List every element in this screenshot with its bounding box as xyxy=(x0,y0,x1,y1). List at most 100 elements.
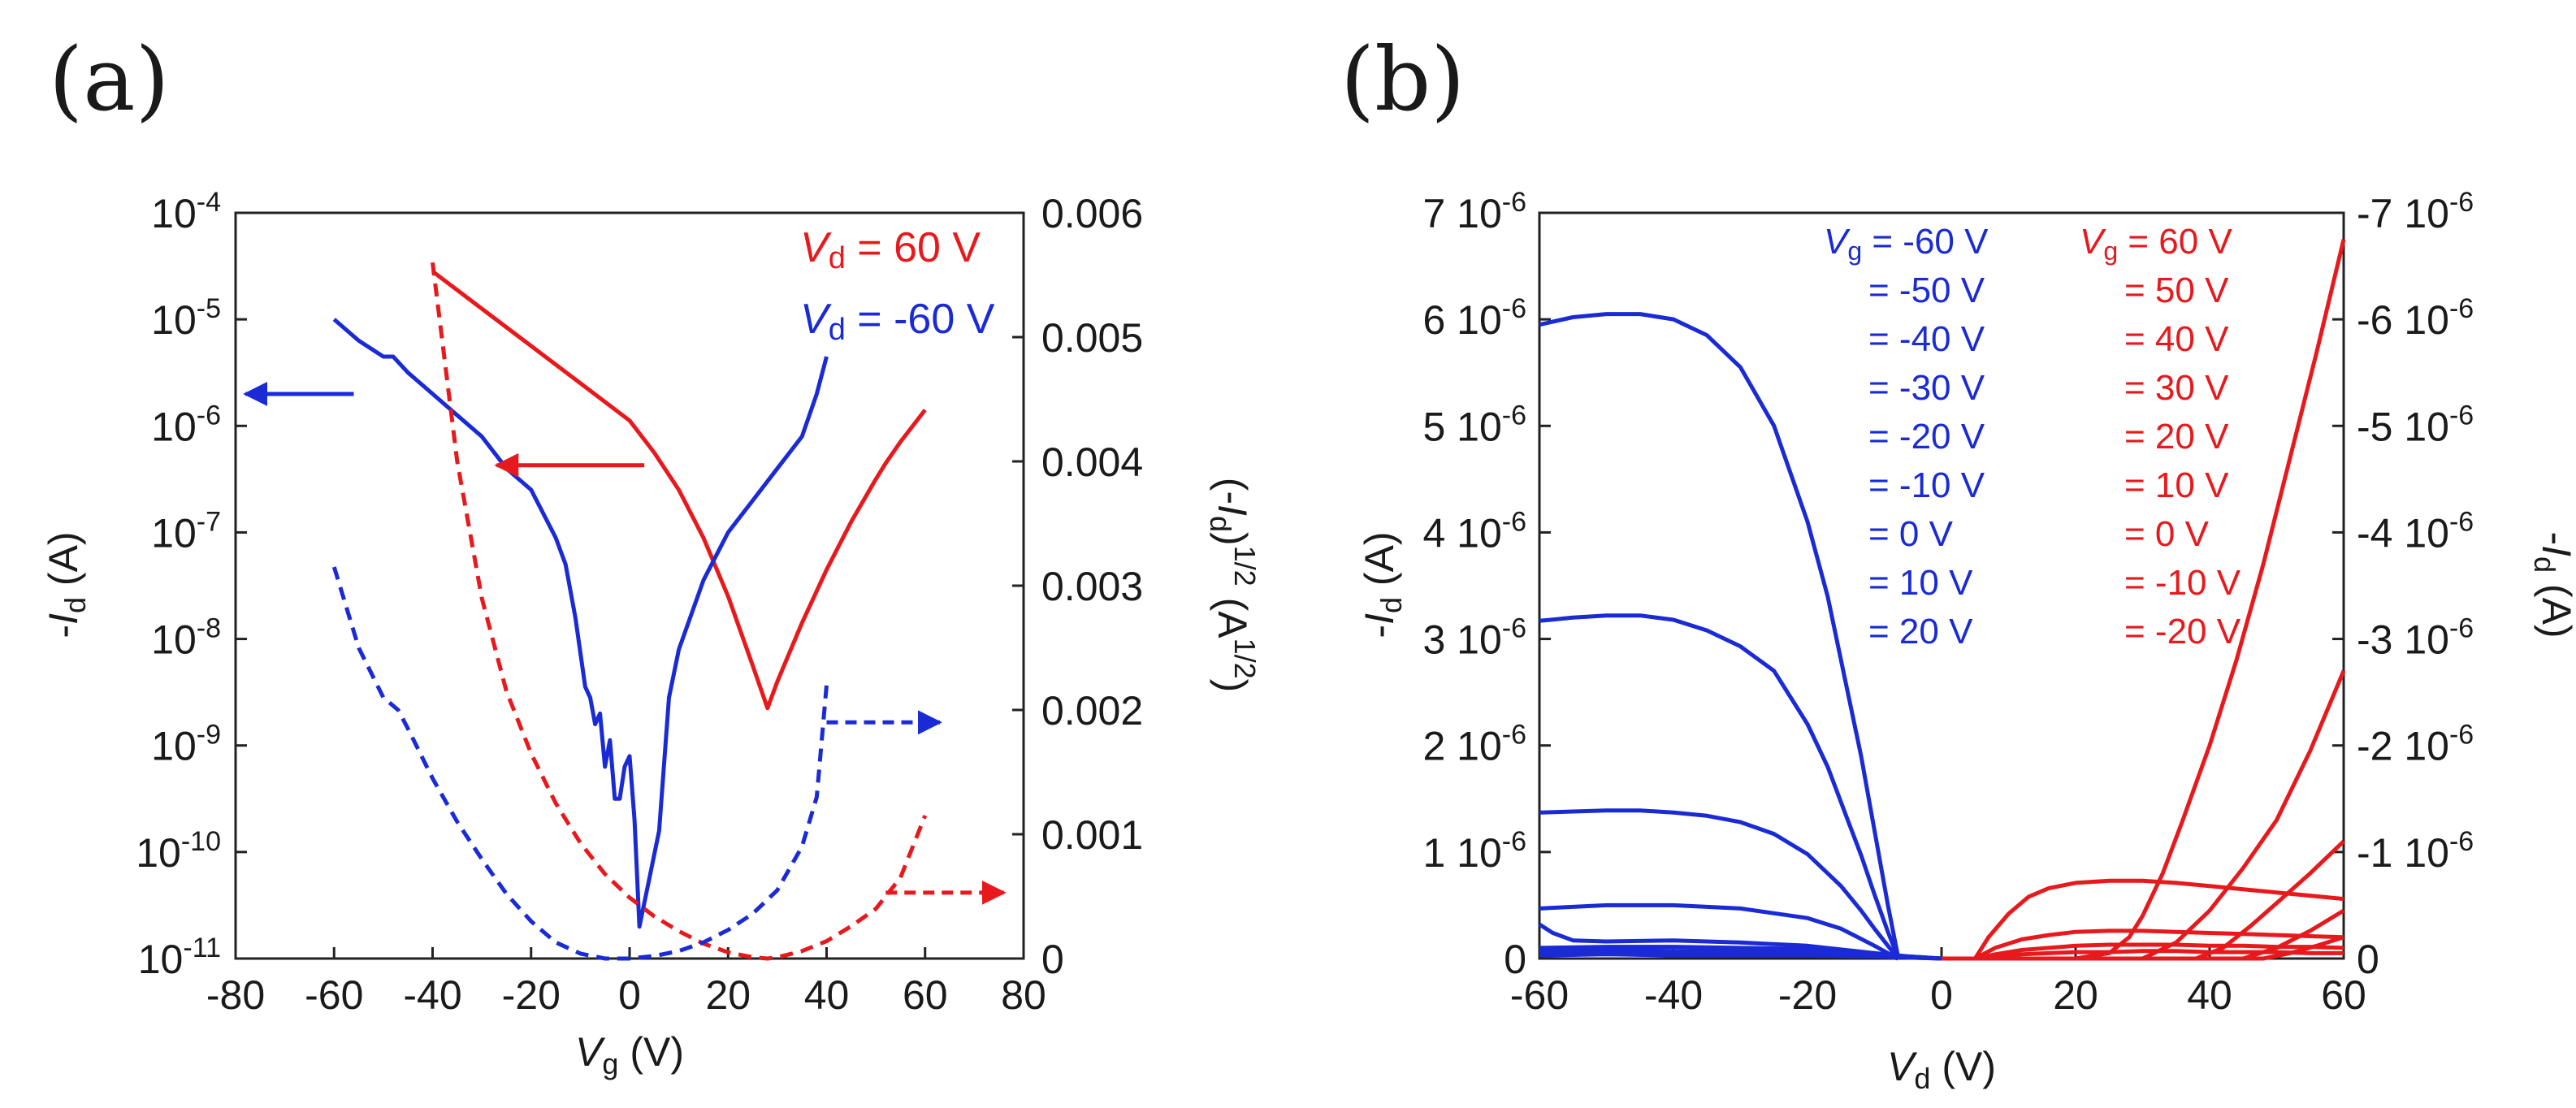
y-right-tick-label: 0 xyxy=(1041,937,1064,982)
output-curve xyxy=(1942,839,2345,961)
legend-entry: = 10 V xyxy=(2124,465,2229,505)
legend-entry: = 0 V xyxy=(2124,514,2210,554)
output-curve xyxy=(1973,878,2344,960)
y-right-tick-label: -1 10-6 xyxy=(2357,826,2474,876)
y-left-tick-label: 10-6 xyxy=(151,400,221,449)
panel-a-legend-vd-minus-60: Vd = -60 V xyxy=(800,296,995,347)
legend-entry: = 20 V xyxy=(1868,612,1973,651)
panel-a-y-left-ticks: 10-4 10-5 10-6 10-7 10-8 10-9 10-10 10-11 xyxy=(136,187,247,982)
panel-a-chart: -80 -60 -40 -20 0 20 40 60 80 10-410-510-610-710… xyxy=(41,187,1262,1080)
legend-entry: = -50 V xyxy=(1868,271,1985,310)
x-tick-label: -80 xyxy=(206,972,265,1018)
output-curve xyxy=(1974,928,2344,961)
legend-entry: = 50 V xyxy=(2124,271,2229,310)
x-tick-label: 80 xyxy=(1001,972,1046,1018)
panel-b-label: (b) xyxy=(1340,29,1465,131)
y-right-tick-label: -4 10-6 xyxy=(2357,506,2474,556)
panel-a-y-right-label: (-Id)1/2 (A1/2) xyxy=(1204,478,1262,693)
legend-entry: = 30 V xyxy=(2124,368,2229,408)
series-line xyxy=(431,262,928,961)
panel-b-x-ticks: -60 -40 -20 0 20 40 60 xyxy=(1510,947,2366,1018)
y-right-tick-label: -3 10-6 xyxy=(2357,613,2474,663)
x-tick-label: -20 xyxy=(1778,972,1837,1018)
x-tick-label: 0 xyxy=(1930,972,1953,1018)
legend-entry: = -20 V xyxy=(2124,612,2241,651)
legend-entry: = -30 V xyxy=(1868,368,1985,408)
output-curve xyxy=(1539,952,1942,961)
y-left-tick-label: 10-4 xyxy=(151,187,221,236)
y-left-tick-label: 10-11 xyxy=(138,933,221,982)
y-right-tick-label: -2 10-6 xyxy=(2357,720,2474,769)
output-curve xyxy=(1539,312,1900,957)
output-curve xyxy=(1539,808,1900,960)
panel-b-series xyxy=(1538,239,2346,961)
y-left-tick-label: 5 10-6 xyxy=(1422,400,1526,449)
x-tick-label: 60 xyxy=(2321,972,2366,1018)
x-tick-label: 0 xyxy=(618,972,641,1018)
x-tick-label: -60 xyxy=(305,972,363,1018)
panel-b-y-right-label: -Id (A) xyxy=(2528,531,2576,638)
y-left-tick-label: 0 xyxy=(1504,937,1526,982)
y-right-tick-label: -5 10-6 xyxy=(2357,400,2474,449)
panel-a-legend-vd-60: Vd = 60 V xyxy=(800,224,981,275)
y-right-tick-label: 0.004 xyxy=(1041,439,1143,485)
x-tick-label: -40 xyxy=(403,972,461,1018)
y-right-tick-label: 0.005 xyxy=(1041,315,1143,361)
panel-b-y-left-ticks: 7 10-6 6 10-6 5 10-6 4 10-6 3 10-6 2 10-6 1 10… xyxy=(1422,187,1551,982)
series-line xyxy=(332,318,829,929)
x-tick-label: 20 xyxy=(705,972,751,1018)
y-left-tick-label: 4 10-6 xyxy=(1422,506,1526,556)
y-left-tick-label: 6 10-6 xyxy=(1422,293,1526,343)
x-tick-label: 20 xyxy=(2053,972,2098,1018)
panel-b-legend-red-first: Vg = 60 V xyxy=(2080,222,2232,266)
panel-b-legend-blue: = -50 V = -40 V = -30 V = -20 V = -10 V = 0 V… xyxy=(1868,271,1985,651)
series-line xyxy=(331,566,829,961)
y-right-tick-label: 0.001 xyxy=(1041,812,1143,858)
y-right-tick-label: 0.003 xyxy=(1041,564,1143,609)
y-left-tick-label: 3 10-6 xyxy=(1422,613,1526,663)
legend-entry: = -10 V xyxy=(1868,465,1985,505)
y-left-tick-label: 10-9 xyxy=(151,720,221,769)
panel-a-x-label: Vg (V) xyxy=(575,1029,684,1080)
y-right-tick-label: 0.002 xyxy=(1041,688,1143,734)
panel-b-legend-red: = 50 V = 40 V = 30 V = 20 V = 10 V = 0 V = -10… xyxy=(2124,271,2241,651)
x-tick-label: 60 xyxy=(903,972,948,1018)
legend-entry: = -20 V xyxy=(1868,417,1985,457)
panel-a-arrows xyxy=(243,381,1007,905)
legend-entry: = 10 V xyxy=(1868,563,1973,603)
y-left-tick-label: 10-5 xyxy=(151,293,221,343)
panel-a-x-ticks: -80 -60 -40 -20 0 20 40 60 80 xyxy=(206,947,1046,1018)
y-left-tick-label: 10-8 xyxy=(151,613,221,663)
output-curve xyxy=(1539,613,1900,959)
panel-b-y-left-label: -Id (A) xyxy=(1357,531,1408,638)
output-curve xyxy=(1539,902,1899,961)
y-left-tick-label: 10-10 xyxy=(136,826,221,876)
x-tick-label: -40 xyxy=(1644,972,1703,1018)
x-tick-label: -20 xyxy=(502,972,561,1018)
panel-b-x-label: Vd (V) xyxy=(1887,1044,1996,1095)
y-left-tick-label: 10-7 xyxy=(151,506,221,556)
output-curve xyxy=(1974,942,2344,961)
legend-entry: = -40 V xyxy=(1868,319,1985,359)
y-left-tick-label: 1 10-6 xyxy=(1422,826,1526,876)
panel-b-y-right-ticks: -7 10-6 -6 10-6 -5 10-6 -4 10-6 -3 10-6 -2 10… xyxy=(2332,187,2474,982)
panel-a-series xyxy=(331,262,928,961)
x-tick-label: -60 xyxy=(1510,972,1569,1018)
series-line xyxy=(431,270,927,711)
y-left-tick-label: 7 10-6 xyxy=(1422,187,1526,236)
y-right-tick-label: -7 10-6 xyxy=(2357,187,2474,236)
legend-entry: = 20 V xyxy=(2124,417,2229,457)
panel-a-y-right-ticks: 0.006 0.005 0.004 0.003 0.002 0.001 0 xyxy=(1012,191,1143,982)
x-tick-label: 40 xyxy=(2187,972,2232,1018)
legend-entry: = -10 V xyxy=(2124,563,2241,603)
output-curve xyxy=(1975,949,2344,961)
y-left-tick-label: 2 10-6 xyxy=(1422,720,1526,769)
legend-entry: = 40 V xyxy=(2124,319,2229,359)
panel-b-chart: -60 -40 -20 0 20 40 60 7 10-6 6 10-6 5 10-6 4 10-… xyxy=(1357,187,2576,1095)
legend-entry: = 0 V xyxy=(1868,514,1954,554)
y-right-tick-label: -6 10-6 xyxy=(2357,293,2474,343)
panel-a-y-left-label: -Id (A) xyxy=(41,531,92,638)
panel-a-label: (a) xyxy=(49,29,170,131)
x-tick-label: 40 xyxy=(804,972,850,1018)
